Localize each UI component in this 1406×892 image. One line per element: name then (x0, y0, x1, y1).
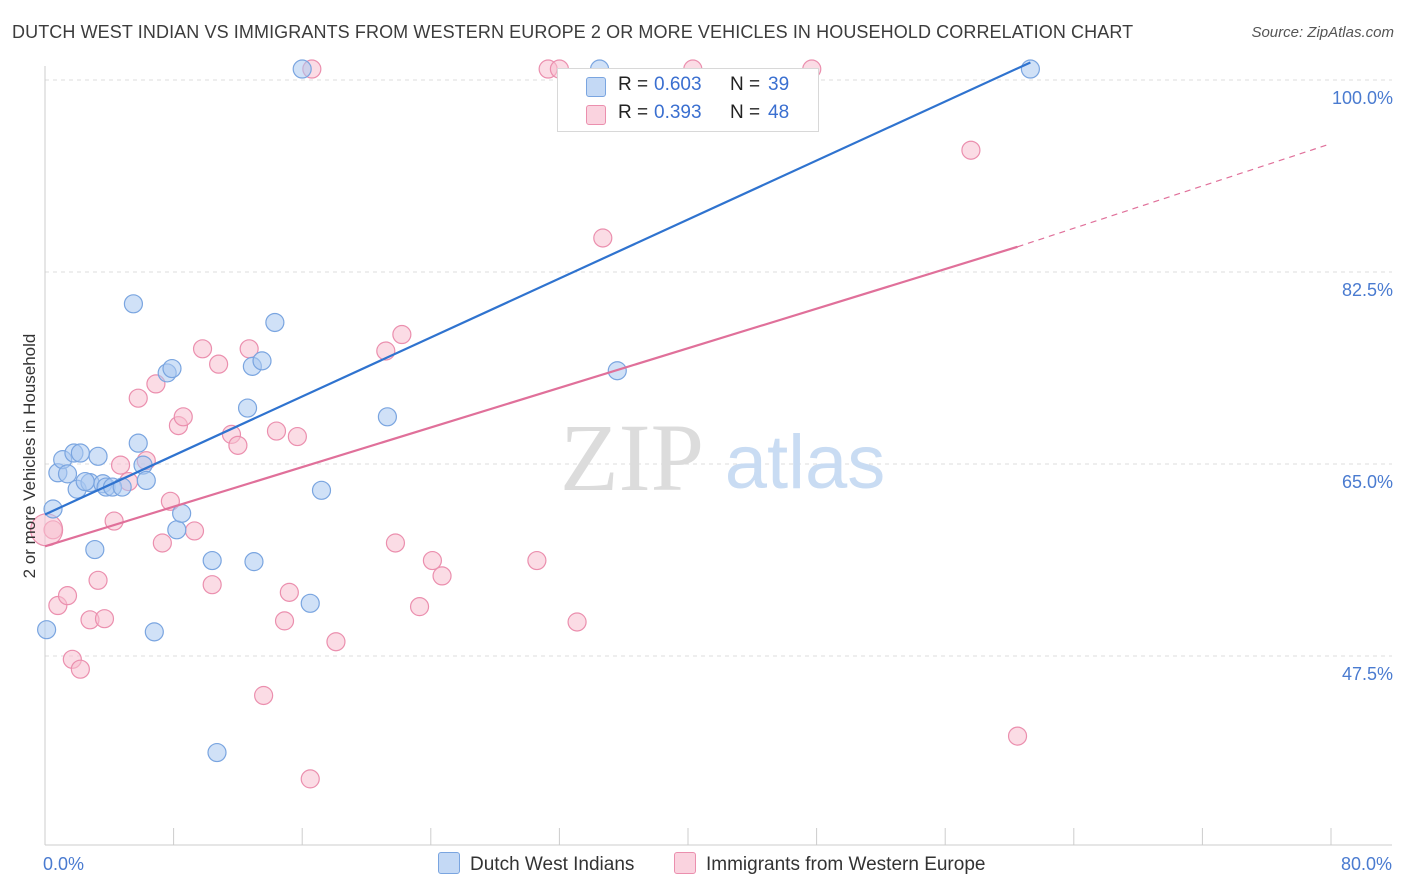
point-immigrants-western-europe (287, 426, 307, 447)
y-axis-title: 2 or more Vehicles in Household (20, 334, 39, 579)
point-immigrants-western-europe (385, 533, 406, 553)
point-dutch-west-indians (162, 358, 182, 379)
legend-swatch-pink (586, 105, 606, 125)
point-immigrants-western-europe (1007, 726, 1028, 746)
point-dutch-west-indians (88, 446, 108, 466)
legend-n-label: N = (730, 74, 761, 95)
point-dutch-west-indians (292, 59, 312, 79)
point-immigrants-western-europe (152, 533, 172, 553)
point-dutch-west-indians (70, 443, 90, 463)
y-tick-label: 65.0% (1342, 472, 1393, 492)
point-immigrants-western-europe (209, 354, 229, 374)
chart-title: DUTCH WEST INDIAN VS IMMIGRANTS FROM WES… (12, 22, 1134, 42)
point-immigrants-western-europe (110, 455, 131, 475)
point-immigrants-western-europe (432, 566, 452, 586)
y-tick-label: 82.5% (1342, 280, 1393, 300)
point-immigrants-western-europe (254, 685, 274, 706)
point-dutch-west-indians (311, 480, 332, 500)
legend-row-dutch-west-indians: R = 0.603 N = 39 (558, 72, 818, 100)
point-immigrants-western-europe (88, 570, 108, 590)
bottom-legend-label-immigrants-western-europe: Immigrants from Western Europe (706, 854, 986, 875)
axis-labels: 47.5% 65.0% 82.5% 100.0% 0.0% 80.0% 2 or more … (20, 88, 1393, 874)
point-immigrants-western-europe (228, 435, 248, 455)
legend-n-value: 39 (768, 74, 790, 95)
point-immigrants-western-europe (593, 228, 613, 248)
series-dutch-west-indians (37, 59, 1040, 763)
point-immigrants-western-europe (274, 611, 295, 631)
legend-row-immigrants-western-europe: R = 0.393 N = 48 (558, 100, 818, 128)
point-immigrants-western-europe (70, 659, 90, 679)
point-dutch-west-indians (112, 477, 132, 497)
trend-line-immigrants-western-europe (44, 245, 1018, 548)
gridlines (45, 79, 1392, 657)
point-immigrants-western-europe (202, 575, 222, 595)
point-immigrants-western-europe (422, 550, 443, 571)
point-dutch-west-indians (265, 312, 285, 333)
point-dutch-west-indians (75, 471, 95, 492)
point-immigrants-western-europe (279, 582, 299, 602)
point-immigrants-western-europe (409, 597, 430, 617)
bottom-legend-swatch-pink (674, 852, 696, 874)
point-immigrants-western-europe (184, 521, 205, 541)
bottom-legend-label-dutch-west-indians: Dutch West Indians (470, 854, 635, 875)
point-dutch-west-indians (377, 407, 397, 427)
point-dutch-west-indians (202, 550, 222, 571)
legend-n-label: N = (730, 102, 761, 123)
legend-r-label: R = (618, 74, 649, 95)
point-dutch-west-indians (57, 464, 78, 484)
point-immigrants-western-europe (392, 324, 412, 345)
point-dutch-west-indians (136, 470, 156, 491)
point-immigrants-western-europe (57, 586, 78, 606)
x-tick-label: 80.0% (1341, 854, 1392, 874)
point-immigrants-western-europe (326, 632, 346, 652)
trend-line-dutch-west-indians (44, 61, 1031, 516)
x-tick-label: 0.0% (43, 854, 84, 874)
bottom-legend-immigrants-western-europe: Immigrants from Western Europe (674, 852, 985, 876)
bottom-legend-dutch-west-indians: Dutch West Indians (438, 852, 634, 876)
bottom-legend-swatch-blue (438, 852, 460, 874)
point-dutch-west-indians (252, 351, 272, 371)
point-dutch-west-indians (128, 433, 148, 453)
legend-r-value: 0.393 (654, 102, 702, 123)
trend-extension-immigrants-western-europe (1017, 143, 1332, 248)
legend-swatch-blue (586, 77, 606, 97)
watermark-zip: ZIP (560, 404, 704, 511)
point-dutch-west-indians (244, 552, 264, 572)
source-credit: Source: ZipAtlas.com (1251, 24, 1394, 41)
point-dutch-west-indians (167, 520, 187, 540)
point-dutch-west-indians (300, 593, 320, 613)
point-dutch-west-indians (85, 539, 105, 560)
point-immigrants-western-europe (192, 339, 213, 359)
legend-r-value: 0.603 (654, 74, 702, 95)
y-tick-label: 100.0% (1332, 88, 1393, 108)
trend-lines (44, 61, 1332, 548)
point-immigrants-western-europe (173, 407, 193, 427)
point-immigrants-western-europe (567, 612, 587, 632)
point-immigrants-western-europe (266, 421, 287, 441)
point-immigrants-western-europe (128, 388, 148, 408)
watermark-atlas: atlas (725, 420, 886, 505)
point-immigrants-western-europe (961, 140, 981, 160)
legend-r-label: R = (618, 102, 649, 123)
point-immigrants-western-europe (527, 550, 547, 571)
point-immigrants-western-europe (300, 769, 320, 789)
point-dutch-west-indians (123, 294, 144, 314)
point-dutch-west-indians (207, 742, 227, 763)
axes (44, 66, 1392, 846)
y-tick-label: 47.5% (1342, 664, 1393, 684)
correlation-legend: R = 0.603 N = 39 R = 0.393 N = 48 (557, 68, 819, 132)
point-dutch-west-indians (237, 398, 258, 418)
point-immigrants-western-europe (94, 609, 115, 629)
point-dutch-west-indians (144, 622, 164, 642)
legend-n-value: 48 (768, 102, 790, 123)
point-dutch-west-indians (37, 620, 57, 640)
